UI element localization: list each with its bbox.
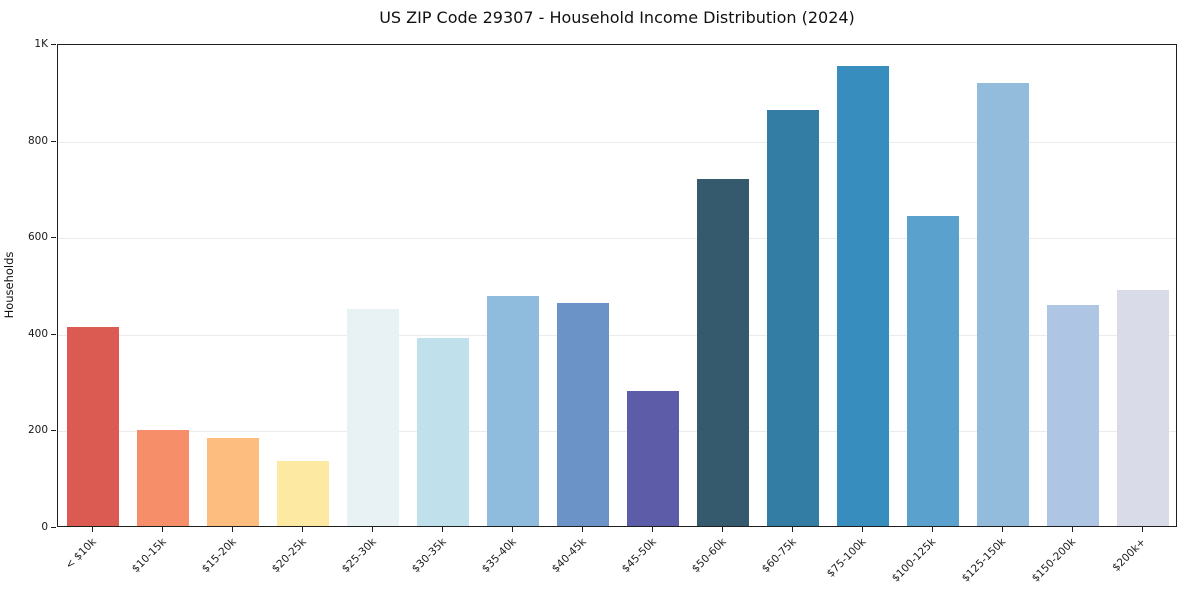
y-tick-label: 1K <box>34 38 48 50</box>
x-tick-label: $15-20k <box>199 536 239 576</box>
x-tick-mark <box>162 527 163 532</box>
x-tick-mark <box>1142 527 1143 532</box>
x-tick-label: $40-45k <box>549 536 589 576</box>
x-tick-label: $75-100k <box>824 536 869 580</box>
bar-$60-75k <box>767 109 819 526</box>
bar-$100-125k <box>907 216 959 526</box>
x-tick-mark <box>932 527 933 532</box>
x-tick-label: $20-25k <box>269 536 309 576</box>
x-tick-label: $50-60k <box>689 536 729 576</box>
x-tick-mark <box>652 527 653 532</box>
gridline <box>58 431 1176 433</box>
chart-title: US ZIP Code 29307 - Household Income Dis… <box>379 8 855 27</box>
x-tick-mark <box>442 527 443 532</box>
x-tick-mark <box>792 527 793 532</box>
y-tick-mark <box>51 333 56 335</box>
y-tick-mark <box>51 140 56 142</box>
bar-$30-35k <box>417 338 469 526</box>
x-tick-mark <box>302 527 303 532</box>
y-tick-mark <box>51 44 56 45</box>
x-tick-label: $150-200k <box>1029 536 1079 585</box>
y-tick-label: 800 <box>27 134 48 147</box>
x-tick-label: $45-50k <box>619 536 659 576</box>
x-tick-mark <box>92 527 93 532</box>
bar-$20-25k <box>277 460 329 526</box>
y-tick-label: 200 <box>27 424 48 437</box>
x-tick-mark <box>232 527 233 532</box>
x-tick-mark <box>1002 527 1003 532</box>
y-tick-label: 600 <box>27 231 48 244</box>
bar-$150-200k <box>1047 305 1099 526</box>
x-tick-label: $100-125k <box>889 536 939 585</box>
x-tick-mark <box>862 527 863 532</box>
y-tick-mark <box>51 237 56 239</box>
bar-$200k+ <box>1117 290 1169 526</box>
x-tick-mark <box>582 527 583 532</box>
x-tick-label: $10-15k <box>129 536 169 576</box>
x-tick-label: $30-35k <box>409 536 449 576</box>
y-tick-mark <box>51 430 56 432</box>
bar-$25-30k <box>347 308 399 526</box>
bar-$35-40k <box>487 296 539 526</box>
gridline <box>58 334 1176 336</box>
x-tick-label: $200k+ <box>1110 536 1149 574</box>
y-axis-title: Households <box>2 251 16 319</box>
x-tick-mark <box>512 527 513 532</box>
y-tick-label: 0 <box>41 521 48 533</box>
x-tick-label: $60-75k <box>759 536 799 576</box>
bar-$40-45k <box>557 302 609 526</box>
bar-< $10k <box>67 327 119 526</box>
x-tick-mark <box>372 527 373 532</box>
x-tick-label: $25-30k <box>339 536 379 576</box>
bar-$125-150k <box>977 83 1029 526</box>
x-tick-label: < $10k <box>62 536 99 572</box>
x-tick-mark <box>1072 527 1073 532</box>
bar-$10-15k <box>137 430 189 526</box>
x-tick-label: $35-40k <box>479 536 519 576</box>
y-tick-label: 400 <box>27 327 48 340</box>
gridline <box>58 141 1176 143</box>
plot-area <box>57 44 1177 527</box>
x-tick-mark <box>722 527 723 532</box>
bar-$75-100k <box>837 66 889 526</box>
gridline <box>58 238 1176 240</box>
bar-$45-50k <box>627 391 679 526</box>
bar-$15-20k <box>207 437 259 526</box>
y-tick-mark <box>51 527 56 528</box>
x-tick-label: $125-150k <box>959 536 1009 585</box>
bar-$50-60k <box>697 179 749 526</box>
